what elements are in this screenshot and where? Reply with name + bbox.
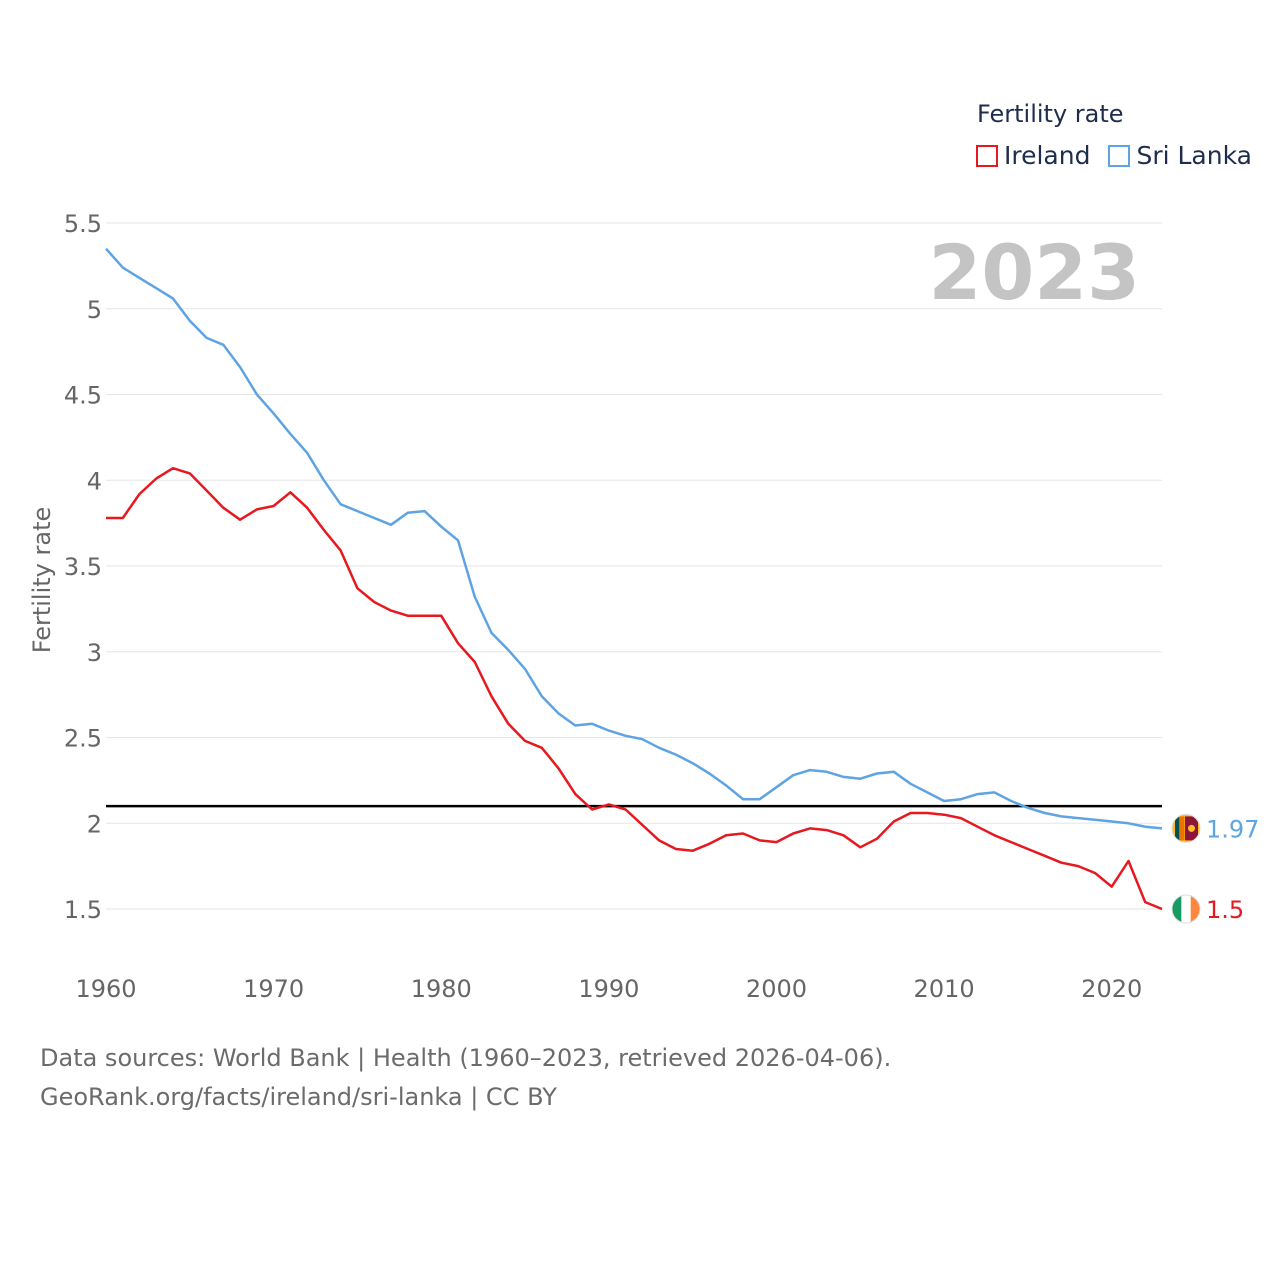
x-tick-label: 1990 xyxy=(578,975,639,1003)
legend: Ireland Sri Lanka xyxy=(976,141,1270,170)
series-line-ireland xyxy=(106,466,1163,911)
x-tick-label: 2010 xyxy=(914,975,975,1003)
y-tick-label: 5 xyxy=(87,296,102,324)
y-tick-label: 1.5 xyxy=(64,896,102,924)
legend-swatch-ireland xyxy=(976,144,998,167)
y-tick-label: 5.5 xyxy=(64,210,102,238)
y-tick-label: 2 xyxy=(87,810,102,838)
legend-title: Fertility rate xyxy=(977,100,1124,128)
series-line-sri-lanka xyxy=(105,247,1163,830)
x-tick-label: 2000 xyxy=(746,975,807,1003)
y-axis-label: Fertility rate xyxy=(28,507,56,654)
end-value-label-sri-lanka: 1.97 xyxy=(1206,815,1259,843)
legend-swatch-sri-lanka xyxy=(1108,144,1131,167)
y-tick-label: 3 xyxy=(87,639,102,667)
y-tick-label: 3.5 xyxy=(64,553,102,581)
sri-lanka-flag-icon xyxy=(1171,813,1201,843)
legend-item-sri-lanka[interactable]: Sri Lanka xyxy=(1108,141,1252,170)
legend-label-sri-lanka: Sri Lanka xyxy=(1136,141,1252,170)
end-value-label-ireland: 1.5 xyxy=(1206,896,1244,924)
y-axis: 1.5 2 2.5 3 3.5 4 4.5 5 5.5 xyxy=(64,210,102,924)
y-tick-label: 4.5 xyxy=(64,382,102,410)
legend-label-ireland: Ireland xyxy=(1004,141,1091,170)
series-lines xyxy=(105,247,1163,911)
series-end-markers: 1.5 1.97 xyxy=(1171,813,1259,924)
x-axis: 1960 1970 1980 1990 2000 2010 2020 xyxy=(75,975,1142,1003)
y-tick-label: 2.5 xyxy=(64,725,102,753)
grid-lines xyxy=(106,222,1162,910)
footer-data-sources: Data sources: World Bank | Health (1960–… xyxy=(40,1044,892,1072)
ireland-flag-icon xyxy=(1171,894,1201,924)
x-tick-label: 1970 xyxy=(243,975,304,1003)
x-tick-label: 2020 xyxy=(1081,975,1142,1003)
y-tick-label: 4 xyxy=(87,467,102,495)
legend-item-ireland[interactable]: Ireland xyxy=(976,141,1090,170)
year-label: 2023 xyxy=(928,228,1140,317)
x-tick-label: 1960 xyxy=(75,975,136,1003)
x-tick-label: 1980 xyxy=(411,975,472,1003)
footer-attribution[interactable]: GeoRank.org/facts/ireland/sri-lanka | CC… xyxy=(40,1083,557,1111)
